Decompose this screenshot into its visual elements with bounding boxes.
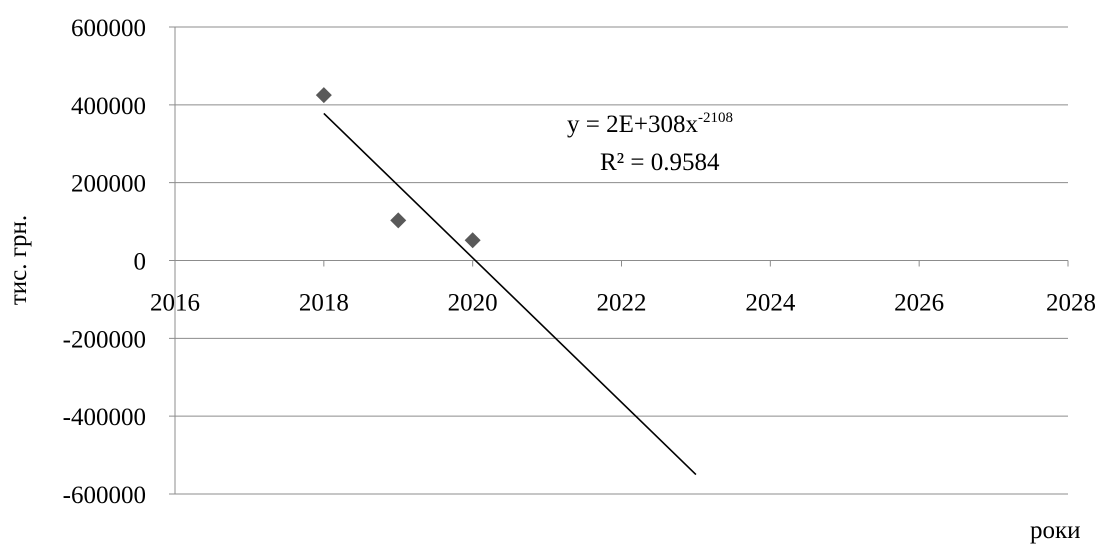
y-tick-label-1: 400000 [71, 93, 146, 120]
trendline-equation: y = 2E+308x-2108 [567, 110, 733, 138]
data-point-0 [315, 87, 332, 104]
x-tick-label-1: 2018 [299, 290, 349, 317]
x-tick-label-4: 2024 [745, 290, 796, 317]
y-tick-label-2: 200000 [71, 171, 146, 198]
x-tick-label-6: 2028 [1046, 290, 1096, 317]
trendline-r-squared: R² = 0.9584 [600, 149, 720, 176]
x-axis-title: роки [1030, 517, 1081, 544]
y-axis-title: тис. грн. [5, 215, 32, 305]
data-point-2 [464, 232, 481, 249]
data-points [315, 87, 481, 249]
axes [174, 27, 1069, 494]
x-tick-label-5: 2026 [894, 290, 944, 317]
trendline-path [323, 112, 697, 476]
data-point-1 [390, 212, 407, 229]
y-tick-label-5: -400000 [63, 404, 146, 431]
tick-labels: 600000 400000 200000 0 -200000 -400000 -600000… [63, 15, 1096, 509]
y-tick-label-0: 600000 [71, 15, 146, 42]
y-tick-label-4: -200000 [63, 326, 146, 353]
y-tick-label-6: -600000 [63, 482, 146, 509]
x-tick-label-3: 2022 [597, 290, 647, 317]
x-tick-label-0: 2016 [150, 290, 200, 317]
y-tick-label-3: 0 [134, 249, 147, 276]
trendline [323, 112, 697, 476]
x-tick-label-2: 2020 [448, 290, 498, 317]
